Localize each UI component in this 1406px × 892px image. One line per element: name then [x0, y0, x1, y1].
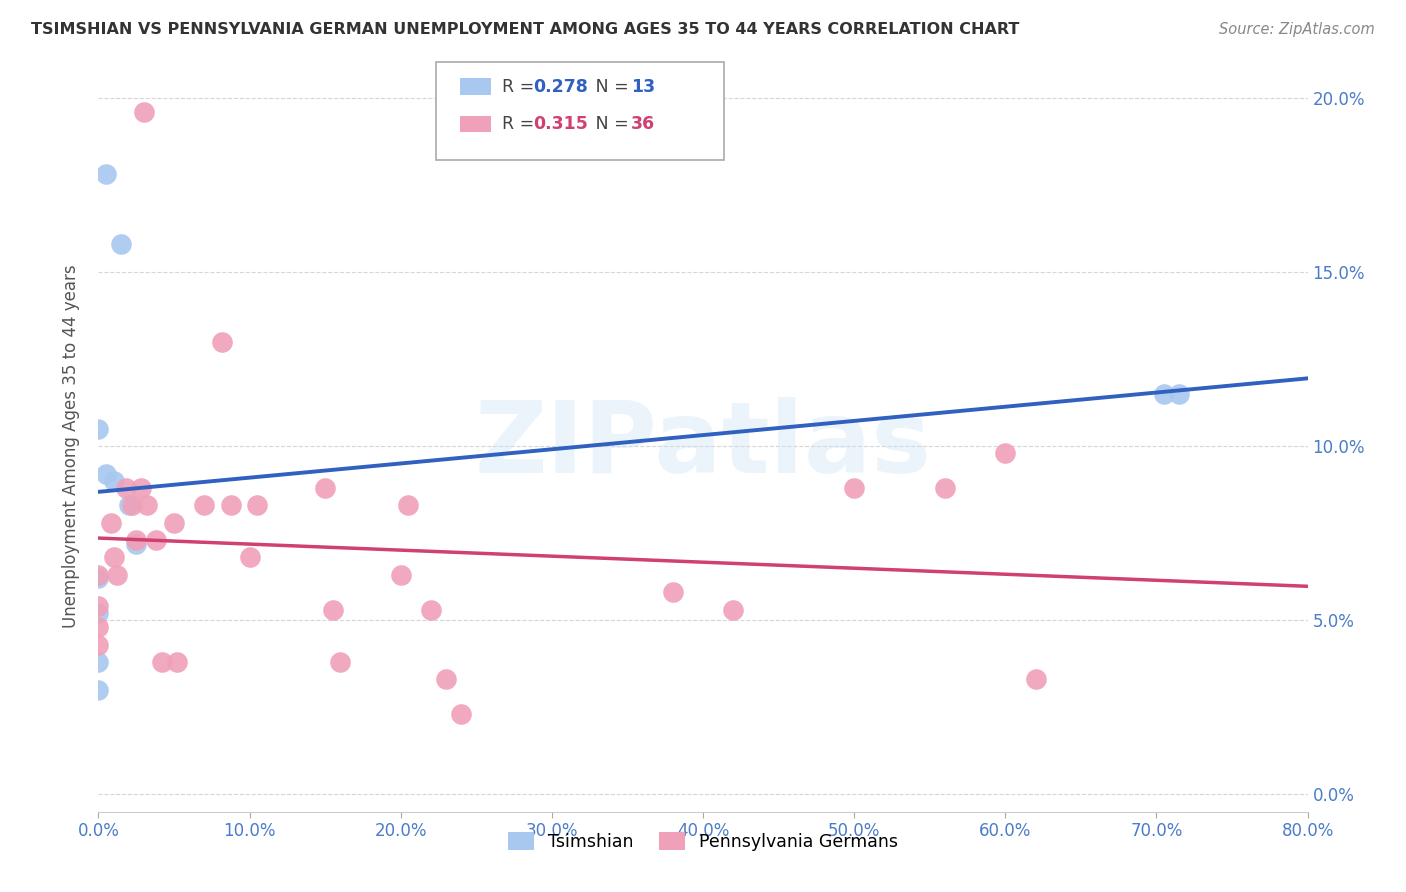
Point: [94, 167, 117, 181]
Point: [661, 585, 683, 599]
Point: [1168, 386, 1191, 401]
Point: [329, 655, 352, 669]
Point: [121, 498, 143, 512]
Point: [239, 550, 262, 565]
Point: [434, 673, 457, 687]
Point: [118, 498, 141, 512]
Point: [723, 603, 745, 617]
Point: [105, 567, 128, 582]
Text: 36: 36: [631, 115, 655, 133]
Point: [389, 567, 412, 582]
Point: [322, 603, 344, 617]
Point: [87, 567, 110, 582]
Point: [87, 571, 110, 585]
Point: [87, 606, 110, 620]
Point: [150, 655, 173, 669]
Point: [314, 481, 336, 495]
Point: [87, 655, 110, 669]
Point: [135, 498, 157, 512]
Point: [87, 682, 110, 697]
Point: [246, 498, 269, 512]
Text: 0.315: 0.315: [533, 115, 588, 133]
Point: [994, 446, 1017, 460]
Point: [1024, 673, 1046, 687]
Point: [94, 467, 117, 481]
Text: 0.278: 0.278: [533, 78, 588, 95]
Point: [934, 481, 956, 495]
Point: [450, 707, 472, 722]
Point: [132, 104, 155, 119]
Text: Source: ZipAtlas.com: Source: ZipAtlas.com: [1219, 22, 1375, 37]
Point: [420, 603, 443, 617]
Text: R =: R =: [502, 78, 540, 95]
Text: 13: 13: [631, 78, 655, 95]
Point: [87, 620, 110, 634]
Y-axis label: Unemployment Among Ages 35 to 44 years: Unemployment Among Ages 35 to 44 years: [62, 264, 80, 628]
Point: [87, 599, 110, 614]
Point: [145, 533, 167, 547]
Text: R =: R =: [502, 115, 540, 133]
Point: [100, 516, 122, 530]
Point: [87, 638, 110, 652]
Point: [193, 498, 215, 512]
Point: [110, 237, 132, 252]
Point: [114, 481, 136, 495]
Point: [87, 421, 110, 435]
Point: [844, 481, 866, 495]
Point: [103, 474, 125, 488]
Text: TSIMSHIAN VS PENNSYLVANIA GERMAN UNEMPLOYMENT AMONG AGES 35 TO 44 YEARS CORRELAT: TSIMSHIAN VS PENNSYLVANIA GERMAN UNEMPLO…: [31, 22, 1019, 37]
Text: ZIPatlas: ZIPatlas: [475, 398, 931, 494]
Point: [1153, 386, 1175, 401]
Point: [396, 498, 419, 512]
Point: [129, 481, 152, 495]
Text: N =: N =: [579, 115, 634, 133]
Point: [125, 536, 148, 550]
Text: N =: N =: [579, 78, 634, 95]
Point: [163, 516, 186, 530]
Point: [103, 550, 125, 565]
Point: [221, 498, 243, 512]
Point: [166, 655, 188, 669]
Legend: Tsimshian, Pennsylvania Germans: Tsimshian, Pennsylvania Germans: [501, 825, 905, 858]
Point: [211, 334, 233, 349]
Point: [125, 533, 148, 547]
